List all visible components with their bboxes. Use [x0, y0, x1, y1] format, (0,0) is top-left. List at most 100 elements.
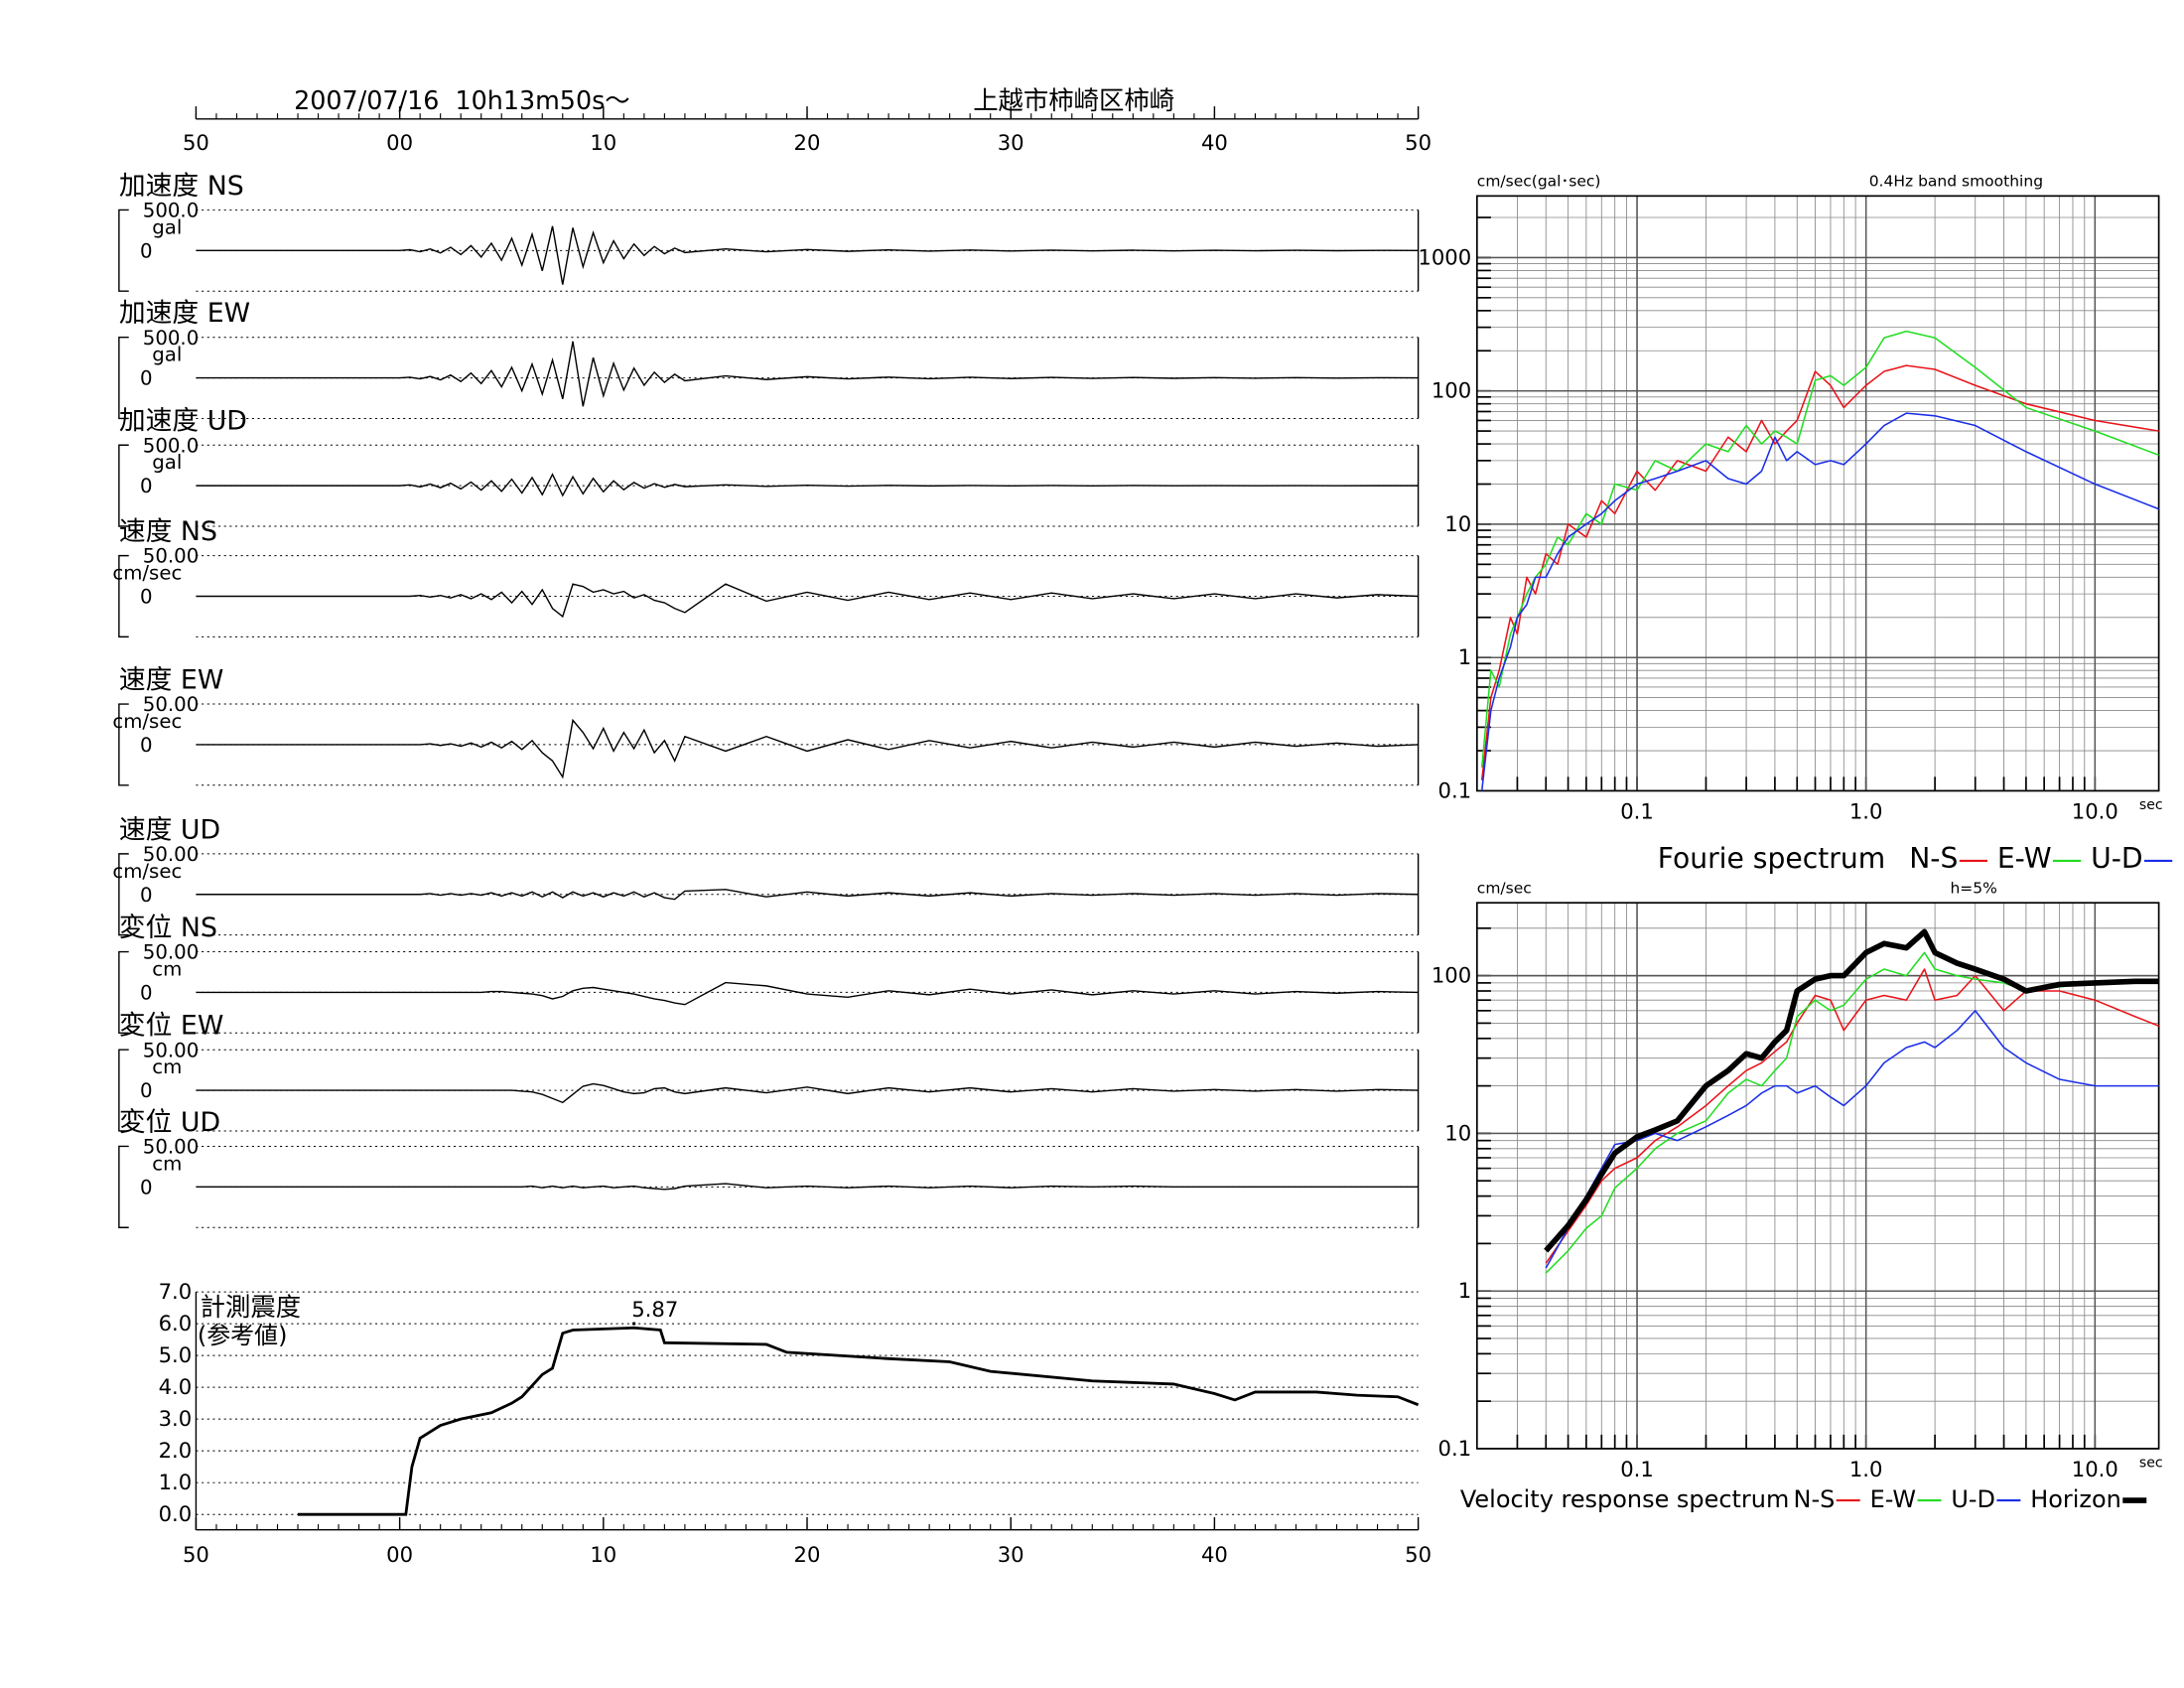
x-tick-label: 50: [1405, 130, 1432, 155]
x-axis-label: sec: [2139, 1455, 2163, 1471]
unit-label: gal: [152, 344, 182, 366]
y-tick-label: 7.0: [159, 1279, 193, 1304]
x-tick-label: 40: [1201, 1542, 1228, 1567]
y-tick-label: 0.1: [1438, 1436, 1472, 1461]
x-tick-label: 30: [998, 130, 1024, 155]
spectrum-line: [1545, 951, 2159, 1274]
chart-subtitle: 上越市柿崎区柿崎: [973, 85, 1174, 115]
y-tick-label: 0: [140, 1079, 153, 1102]
panel-bracket: [118, 1145, 129, 1228]
y-tick-label: 50.00: [143, 941, 199, 964]
x-tick-label: 20: [794, 1542, 821, 1567]
y-tick-label: 0.1: [1438, 777, 1472, 802]
y-tick-label: 0: [140, 884, 153, 907]
panel-bracket: [118, 209, 129, 292]
panel-bracket: [118, 554, 129, 638]
panel-label: 加速度 UD: [119, 406, 247, 437]
spectrum-line: [1480, 412, 2159, 791]
y-tick-label: 3.0: [159, 1406, 193, 1431]
spectrum-line: [1545, 1010, 2159, 1269]
y-tick-label: 10: [1444, 511, 1471, 536]
panel-bracket: [118, 703, 129, 786]
x-tick-label: 0.1: [1620, 799, 1654, 824]
panel-bracket: [118, 1049, 129, 1132]
y-tick-label: 500.0: [143, 199, 199, 221]
panel-bracket: [118, 950, 129, 1035]
note: h=5%: [1950, 879, 1996, 897]
annotation-dot: [631, 1322, 636, 1326]
unit-label: cm: [152, 1055, 182, 1078]
spectrum-line: [1545, 968, 2159, 1264]
unit-label: cm: [152, 958, 182, 981]
chart-title: 計測震度: [201, 1292, 301, 1322]
y-tick-label: 50.00: [143, 1136, 199, 1159]
waveform: [196, 1082, 1419, 1104]
unit-label: cm: [152, 1152, 182, 1175]
note: 0.4Hz band smoothing: [1869, 172, 2043, 190]
y-tick-label: 5.0: [159, 1342, 193, 1367]
x-tick-label: 10: [590, 130, 616, 155]
panel-label: 速度 UD: [119, 814, 220, 845]
legend-label: U-D: [2091, 842, 2143, 875]
y-tick-label: 0: [140, 1176, 153, 1198]
chart-title: 2007/07/16 10h13m50s〜: [294, 85, 630, 115]
panel-label: 変位 EW: [119, 1011, 223, 1042]
y-tick-label: 6.0: [159, 1311, 193, 1336]
y-tick-label: 0.0: [159, 1501, 193, 1526]
legend-title: Fourie spectrum: [1658, 842, 1885, 875]
y-tick-label: 100: [1432, 378, 1471, 403]
x-tick-label: 10.0: [2072, 799, 2118, 824]
annotation-label: 5.87: [631, 1297, 678, 1322]
y-tick-label: 0: [140, 981, 153, 1004]
x-tick-label: 00: [386, 1542, 413, 1567]
legend-label: E-W: [1870, 1485, 1917, 1513]
panel-bracket: [118, 853, 129, 936]
y-tick-label: 1000: [1418, 244, 1471, 269]
panel-label: 変位 NS: [119, 913, 217, 943]
y-tick-label: 50.00: [143, 693, 199, 716]
unit-label: cm/sec: [112, 562, 182, 585]
y-tick-label: 50.00: [143, 843, 199, 866]
y-tick-label: 50.00: [143, 1039, 199, 1061]
y-tick-label: 100: [1432, 963, 1471, 988]
unit-label: cm/sec: [112, 860, 182, 883]
legend-label: N-S: [1909, 842, 1958, 875]
y-tick-label: 50.00: [143, 545, 199, 568]
x-tick-label: 1.0: [1849, 1457, 1883, 1481]
x-tick-label: 1.0: [1849, 799, 1883, 824]
waveform: [196, 473, 1419, 497]
y-tick-label: 0: [140, 367, 153, 390]
y-axis-label: cm/sec: [1477, 879, 1532, 897]
spectrum-line: [1480, 364, 2159, 780]
panel-bracket: [118, 337, 129, 420]
y-tick-label: 1.0: [159, 1470, 193, 1494]
waveform: [196, 1183, 1419, 1191]
panel-label: 加速度 NS: [119, 171, 244, 202]
legend-label: E-W: [1997, 842, 2052, 875]
panel-label: 速度 NS: [119, 516, 217, 547]
x-tick-label: 50: [183, 130, 209, 155]
waveform: [196, 583, 1419, 619]
unit-label: gal: [152, 451, 182, 474]
unit-label: cm/sec: [112, 710, 182, 733]
panel-label: 変位 UD: [119, 1107, 220, 1138]
plot-frame: [1475, 902, 2160, 1450]
y-tick-label: 0: [140, 475, 153, 497]
y-tick-label: 1: [1458, 1278, 1471, 1303]
y-tick-label: 1: [1458, 644, 1471, 669]
x-axis-label: sec: [2139, 797, 2163, 813]
waveform: [196, 981, 1419, 1006]
spectrum-line: [1544, 928, 2159, 1253]
y-tick-label: 0: [140, 734, 153, 757]
x-tick-label: 00: [386, 130, 413, 155]
waveform: [196, 718, 1419, 779]
unit-label: gal: [152, 215, 182, 238]
chart-subtitle: (参考値): [198, 1322, 288, 1349]
waveform: [196, 341, 1419, 407]
legend-title: Velocity response spectrum: [1460, 1485, 1789, 1513]
legend-label: Horizon: [2030, 1485, 2121, 1513]
y-tick-label: 0: [140, 586, 153, 609]
x-tick-label: 50: [1405, 1542, 1432, 1567]
x-tick-label: 40: [1201, 130, 1228, 155]
